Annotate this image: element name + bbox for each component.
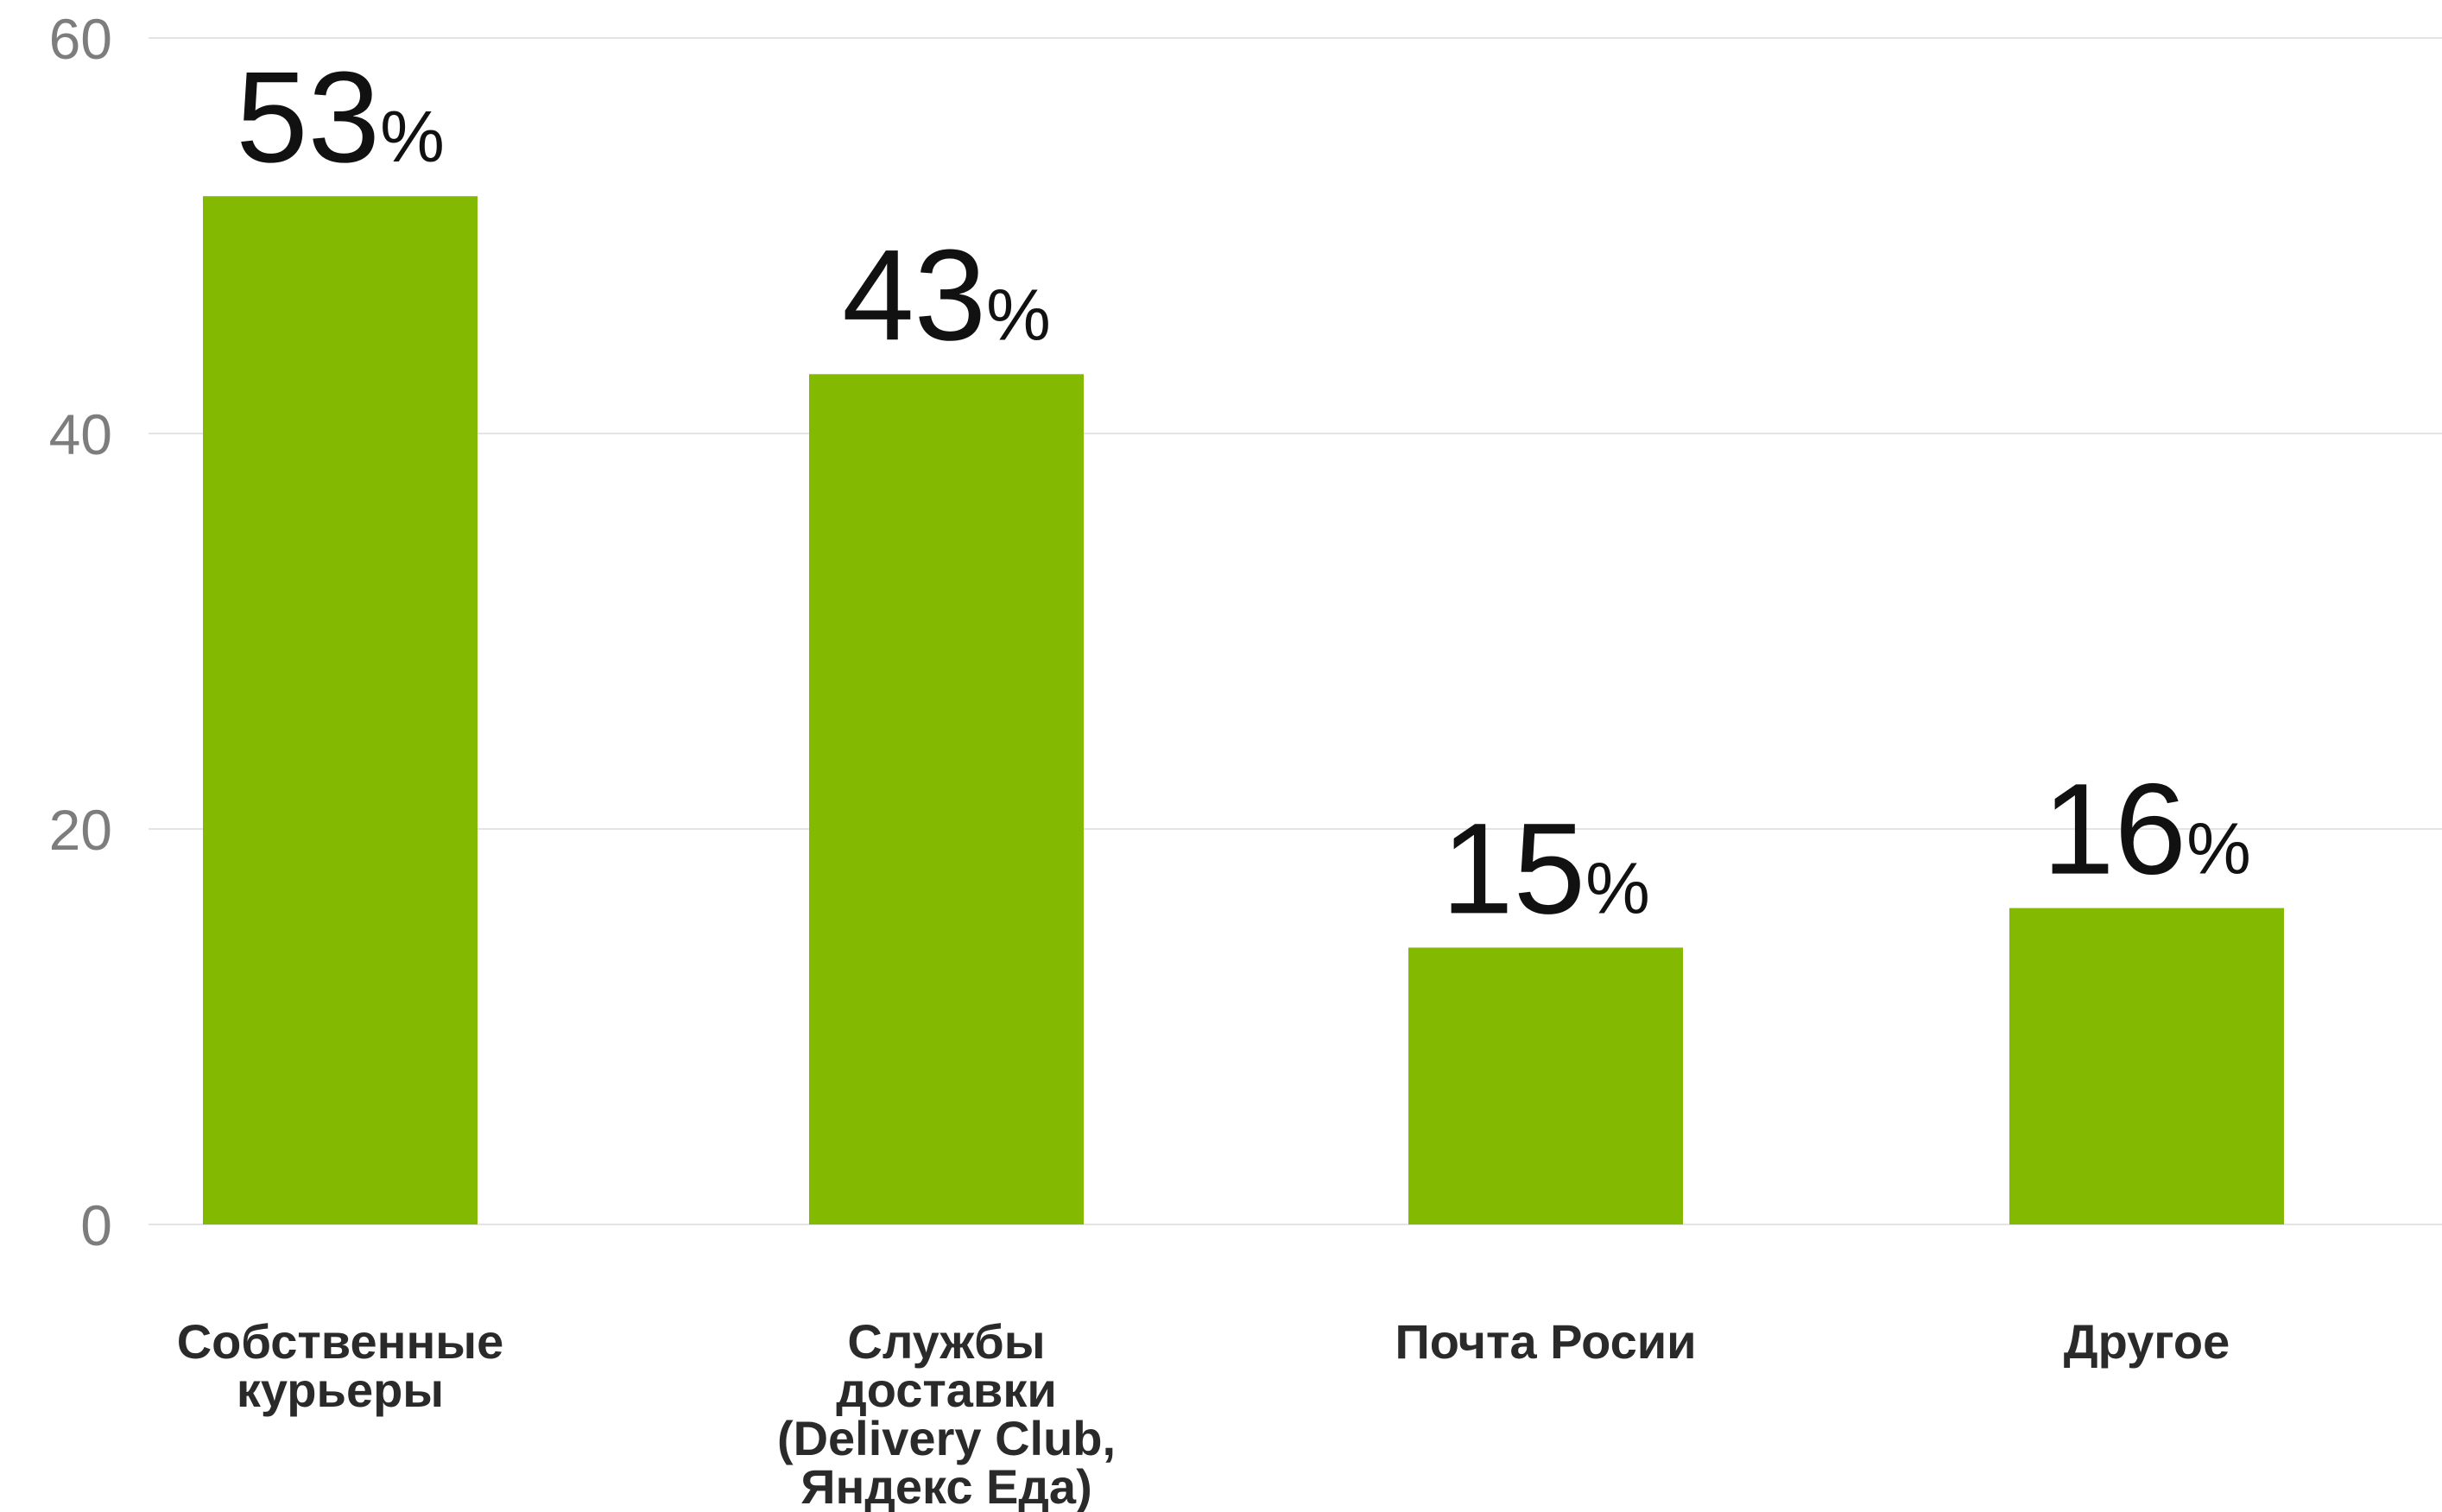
category-label: Службы [847,1314,1045,1369]
data-label: 43% [842,222,1051,367]
category-label: Другое [2064,1314,2230,1369]
data-label-unit: % [380,96,445,177]
category-label: доставки [836,1363,1057,1417]
y-tick-label: 60 [49,7,112,71]
data-label-unit: % [1585,847,1650,928]
data-label-value: 53 [236,44,380,189]
bar [809,374,1084,1224]
data-label-value: 43 [842,222,986,367]
data-label: 15% [1441,795,1650,940]
y-tick-label: 20 [49,798,112,862]
category-label: Почта Росии [1395,1314,1696,1369]
y-tick-label: 40 [49,402,112,466]
bar [2009,908,2284,1224]
y-tick-label: 0 [80,1193,112,1257]
bar [203,196,478,1225]
data-label: 53% [236,44,445,189]
category-label: (Delivery Club, [777,1411,1116,1465]
category-label: курьеры [237,1363,444,1417]
data-label-value: 15 [1441,795,1585,940]
category-label: Собственные [177,1314,504,1369]
bar [1408,947,1683,1224]
data-labels: 53%43%15% 16% [236,44,2251,940]
category-label: Яндекс Еда) [800,1459,1091,1512]
y-axis-ticks: 0 20 40 60 [49,7,112,1257]
data-label: 16% [2042,756,2251,902]
data-label-value: 16 [2042,756,2186,902]
bars [203,196,2284,1225]
data-label-unit: % [2186,808,2251,889]
data-label-unit: % [986,274,1051,355]
